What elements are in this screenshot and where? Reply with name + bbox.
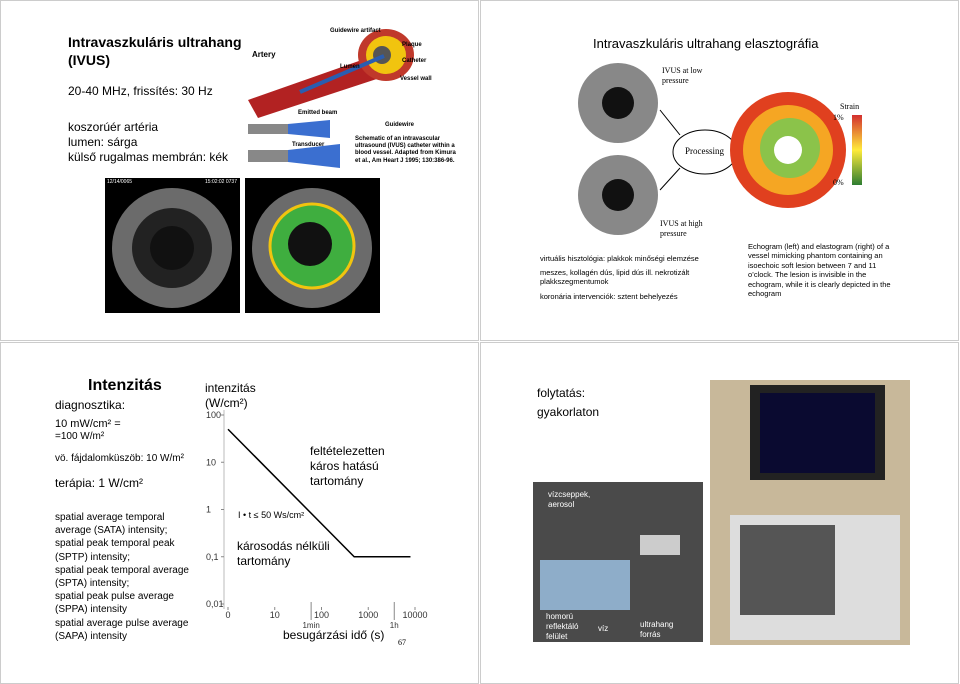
definition: (SPTP) intensity; xyxy=(55,551,131,563)
page-number: 67 xyxy=(398,638,406,647)
y-tick-label: 100 xyxy=(206,410,221,420)
label: Plaque xyxy=(402,42,422,48)
x-tick-label: 10000 xyxy=(402,610,427,620)
label: Catheter xyxy=(402,58,427,64)
text: =100 W/m² xyxy=(55,431,105,442)
data-line xyxy=(227,428,411,558)
label: Guidewire artifact xyxy=(330,28,381,34)
x-tick-label: 1000 xyxy=(358,610,378,620)
label: Transducer xyxy=(292,142,325,148)
photo-label: ultrahang forrás xyxy=(640,620,674,639)
y-tick-label: 1 xyxy=(206,505,211,515)
definition: spatial peak temporal average xyxy=(55,564,189,576)
caption: Schematic of an intravascular ultrasound… xyxy=(355,136,456,164)
text: külső rugalmas membrán: kék xyxy=(68,150,229,164)
chart-text: I • t ≤ 50 Ws/cm² xyxy=(238,510,305,520)
slide-title: Intravaszkuláris ultrahang elasztográfia xyxy=(593,36,819,51)
label: 15:02:02 0737 xyxy=(205,179,237,185)
text: virtuális hisztológia: plakkok minőségi … xyxy=(540,254,699,263)
chart-text: intenzitás (W/cm²) xyxy=(205,381,256,410)
text: vö. fájdalomküszöb: 10 W/m² xyxy=(55,453,184,464)
y-tick-label: 0,01 xyxy=(206,599,224,609)
text: 20-40 MHz, frissítés: 30 Hz xyxy=(68,84,213,98)
text: diagnosztika: xyxy=(55,398,126,412)
x-tick-label: 10 xyxy=(270,610,280,620)
photo-label: homorú reflektáló felület xyxy=(546,612,579,641)
label: IVUS at low pressure xyxy=(662,66,703,85)
time-mark-label: 1h xyxy=(390,621,399,630)
definition: average (SATA) intensity; xyxy=(55,525,168,537)
label: Strain xyxy=(840,102,860,111)
definition: (SPTA) intensity; xyxy=(55,578,130,589)
label: 1% xyxy=(833,113,844,122)
catheter-diagram xyxy=(248,29,414,168)
chart-text: feltételezetten káros hatású tartomány xyxy=(310,444,385,488)
text: meszes, kollagén dús, lipid dús ill. nek… xyxy=(540,268,690,287)
chart-text: károsodás nélküli tartomány xyxy=(237,539,330,568)
label: Vessel wall xyxy=(400,76,432,82)
time-mark-label: 1min xyxy=(302,621,319,630)
photo-label: víz xyxy=(598,624,609,633)
text: folytatás: xyxy=(537,386,586,400)
y-tick-label: 10 xyxy=(206,457,216,467)
label: Guidewire xyxy=(385,122,415,128)
x-tick-label: 0 xyxy=(225,610,230,620)
label: Lumen xyxy=(340,64,360,70)
text: terápia: 1 W/cm² xyxy=(55,476,144,490)
definition: (SAPA) intensity xyxy=(55,630,128,642)
label: Emitted beam xyxy=(298,110,338,116)
text: lumen: sárga xyxy=(68,135,138,149)
label: IVUS at high pressure xyxy=(660,219,703,238)
slide-title: Intenzitás xyxy=(88,377,162,394)
definition: spatial peak temporal peak xyxy=(55,538,175,550)
chart-text-box: károsodás nélküli tartomány xyxy=(237,539,330,568)
definition: spatial peak pulse average xyxy=(55,591,174,603)
caption: Echogram (left) and elastogram (right) o… xyxy=(748,242,891,298)
definition: spatial average pulse average xyxy=(55,617,189,629)
definition: (SPPA) intensity xyxy=(55,604,128,616)
x-tick-label: 100 xyxy=(314,610,329,620)
chart-text-box: besugárzási idő (s) xyxy=(283,628,385,642)
text: 10 mW/cm² = xyxy=(55,418,121,430)
ivus-images xyxy=(105,178,380,313)
label: Artery xyxy=(252,50,276,59)
text: koronária intervenciók: sztent behelyezé… xyxy=(540,292,678,301)
text: gyakorlaton xyxy=(537,405,600,419)
photo-label: vízcseppek, aerosol xyxy=(548,490,591,509)
equipment-photos xyxy=(533,380,910,645)
chart-text: besugárzási idő (s) xyxy=(283,628,385,642)
chart-text-box: I • t ≤ 50 Ws/cm² xyxy=(238,510,305,520)
text: koszorúér artéria xyxy=(68,120,159,134)
label: Processing xyxy=(685,146,724,156)
chart-text-box: intenzitás (W/cm²) xyxy=(205,381,256,410)
elastography-images xyxy=(578,63,862,235)
label: 12/14/0065 xyxy=(107,179,133,185)
y-tick-label: 0,1 xyxy=(206,552,219,562)
chart-text-box: feltételezetten káros hatású tartomány xyxy=(310,444,385,488)
slide-title: Intravaszkuláris ultrahang (IVUS) xyxy=(68,34,242,68)
label: 0% xyxy=(833,178,844,187)
definition: spatial average temporal xyxy=(55,512,165,523)
